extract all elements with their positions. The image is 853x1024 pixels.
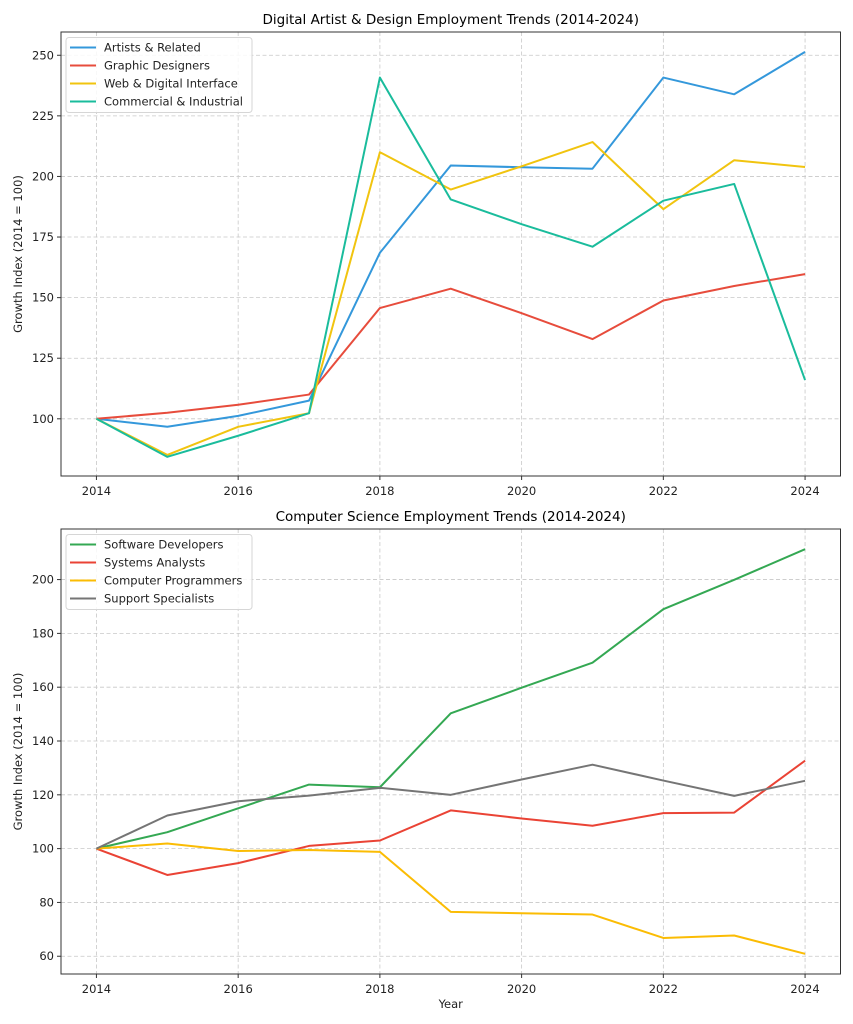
x-tick-label: 2020	[507, 982, 536, 996]
y-tick-label: 60	[39, 949, 54, 963]
x-tick-label: 2022	[649, 484, 678, 498]
x-tick-label: 2024	[790, 982, 819, 996]
y-tick-label: 180	[32, 626, 54, 640]
legend-entry: Web & Digital Interface	[70, 77, 238, 91]
x-tick-label: 2018	[365, 484, 394, 498]
y-tick-label: 250	[32, 48, 54, 62]
y-tick-label: 120	[32, 788, 54, 802]
legend-entry: Computer Programmers	[70, 574, 242, 588]
y-tick-label: 140	[32, 734, 54, 748]
legend-entry: Graphic Designers	[70, 59, 210, 73]
x-tick-label: 2016	[224, 484, 253, 498]
legend-label: Support Specialists	[104, 592, 214, 606]
legend-label: Graphic Designers	[104, 59, 210, 73]
legend: Software Developers Systems Analysts Compu…	[65, 534, 253, 610]
x-tick-label: 2022	[649, 982, 678, 996]
y-tick-label: 200	[32, 169, 54, 183]
y-tick-label: 80	[39, 895, 54, 909]
y-tick-label: 225	[32, 109, 54, 123]
y-tick-label: 200	[32, 573, 54, 587]
series-line-web-digital-interface	[95, 141, 806, 456]
legend-entry: Commercial & Industrial	[70, 95, 243, 109]
legend: Artists & Related Graphic Designers Web & …	[65, 37, 253, 113]
series-line-systems-analysts	[96, 759, 806, 876]
series-line-support-specialists	[96, 763, 806, 850]
series-line-computer-programmers	[96, 842, 806, 955]
chart-digital-artist-design: Digital Artist & Design Employment Trend…	[11, 12, 841, 498]
y-tick-label: 175	[32, 230, 54, 244]
y-axis-label: Growth Index (2014 = 100)	[11, 673, 25, 831]
chart-computer-science: Computer Science Employment Trends (2014…	[11, 509, 841, 1011]
y-axis-label: Growth Index (2014 = 100)	[11, 175, 25, 333]
y-tick-label: 150	[32, 291, 54, 305]
x-tick-label: 2024	[790, 484, 819, 498]
legend-label: Systems Analysts	[104, 556, 205, 570]
chart-title: Computer Science Employment Trends (2014…	[276, 509, 626, 525]
y-tick-label: 100	[32, 412, 54, 426]
x-axis-label: Year	[438, 997, 464, 1011]
legend-box	[65, 534, 253, 610]
series-line-commercial-industrial	[95, 76, 807, 458]
legend-entry: Software Developers	[70, 538, 224, 552]
legend-box	[65, 37, 253, 113]
axes-frame	[60, 528, 841, 975]
series-line-graphic-designers	[96, 273, 806, 420]
legend-entry: Support Specialists	[70, 592, 214, 606]
series-line-software-developers	[96, 548, 806, 850]
x-tick-label: 2020	[507, 484, 536, 498]
legend-label: Computer Programmers	[104, 574, 242, 588]
legend-label: Commercial & Industrial	[104, 95, 243, 109]
grid	[61, 529, 841, 974]
x-tick-label: 2016	[224, 982, 253, 996]
legend-label: Artists & Related	[104, 41, 201, 55]
legend-label: Web & Digital Interface	[104, 77, 238, 91]
y-tick-label: 125	[32, 351, 54, 365]
x-tick-label: 2018	[365, 982, 394, 996]
series-line-artists-related	[96, 51, 806, 428]
legend-entry: Artists & Related	[70, 41, 201, 55]
x-tick-label: 2014	[82, 484, 111, 498]
legend-label: Software Developers	[104, 538, 224, 552]
chart-title: Digital Artist & Design Employment Trend…	[263, 12, 639, 28]
axes-frame	[60, 31, 841, 477]
y-tick-label: 160	[32, 680, 54, 694]
x-tick-label: 2014	[82, 982, 111, 996]
y-tick-label: 100	[32, 842, 54, 856]
legend-entry: Systems Analysts	[70, 556, 205, 570]
